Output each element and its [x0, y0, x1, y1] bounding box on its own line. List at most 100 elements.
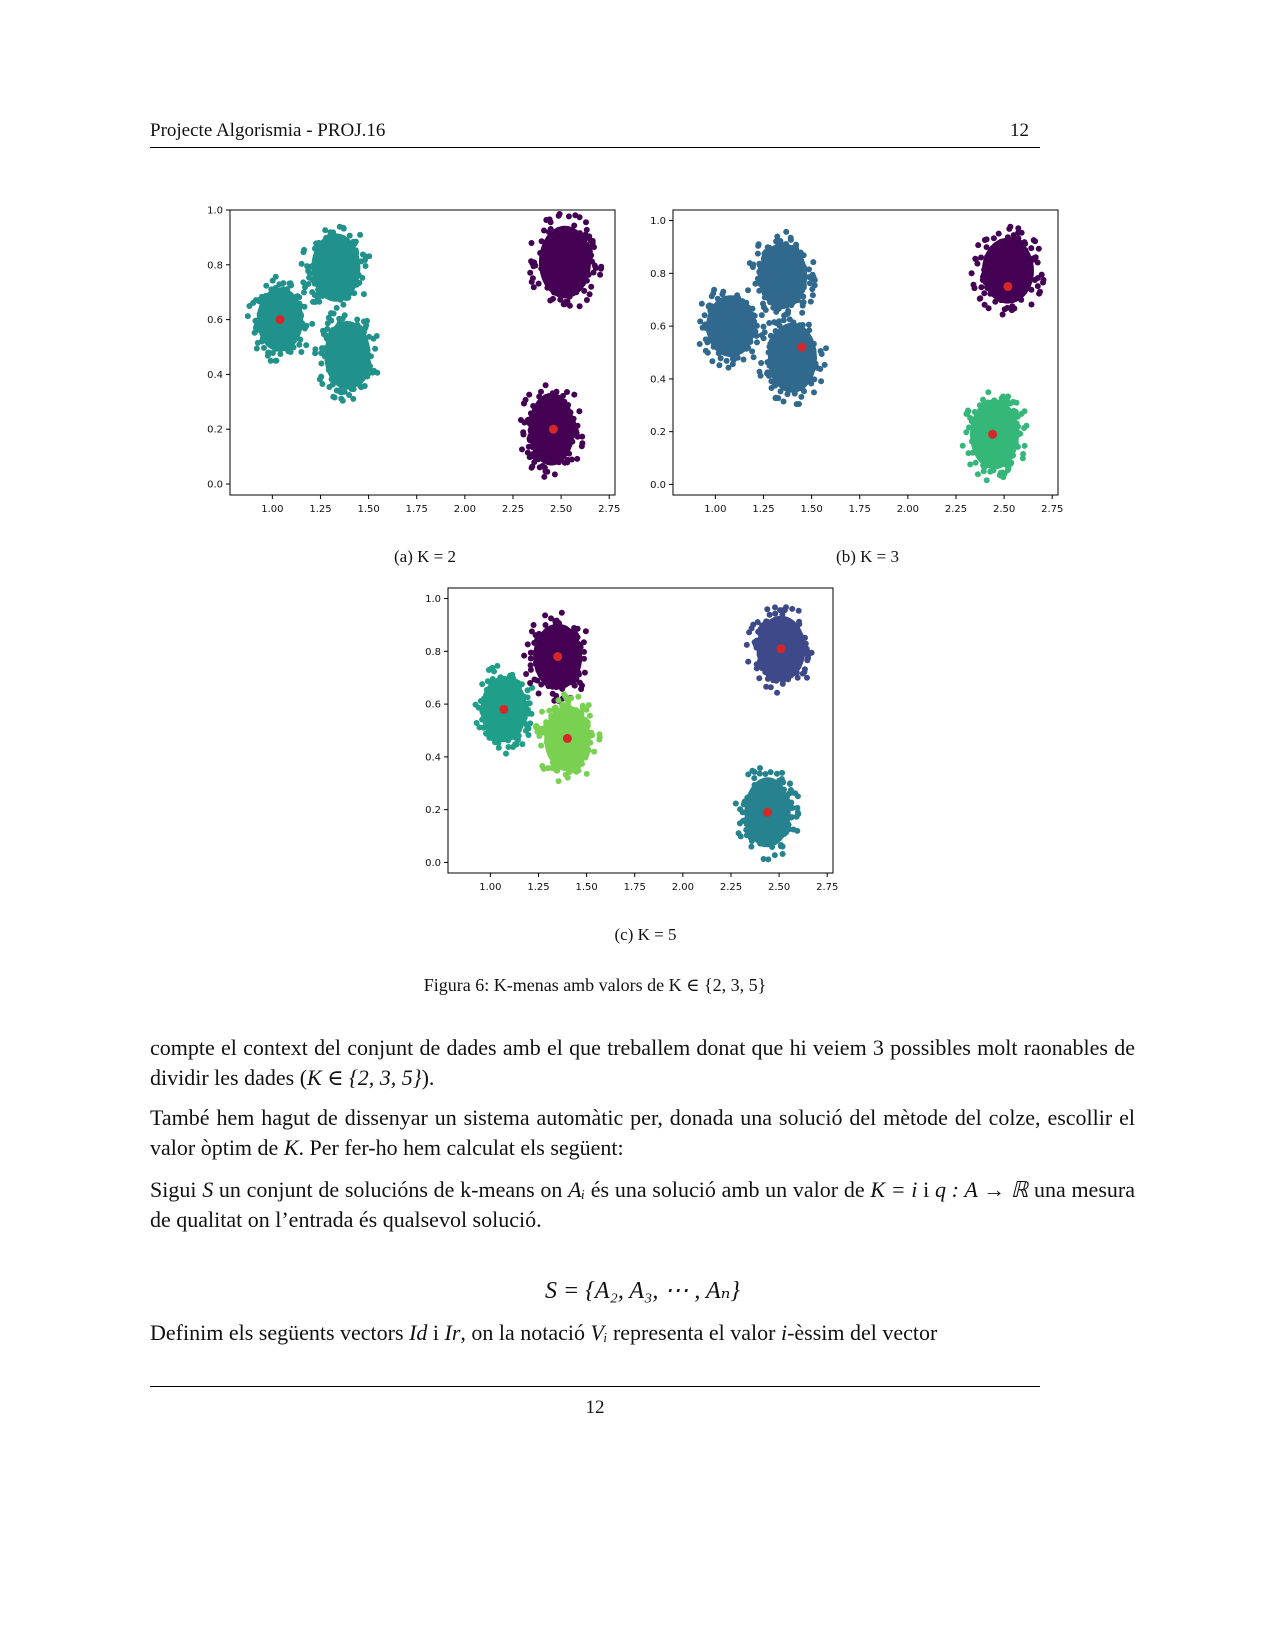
- data-point: [780, 317, 787, 324]
- data-point: [519, 446, 525, 453]
- data-point: [538, 388, 544, 395]
- data-point: [772, 395, 779, 402]
- data-point: [548, 615, 554, 622]
- data-point: [811, 389, 817, 396]
- data-point: [576, 408, 583, 415]
- data-point: [708, 293, 715, 300]
- data-point: [526, 700, 533, 707]
- data-point: [298, 260, 305, 267]
- data-point: [505, 744, 512, 750]
- data-point: [586, 712, 593, 719]
- data-point: [551, 471, 558, 478]
- data-point: [539, 463, 546, 469]
- data-point: [758, 312, 765, 319]
- cluster-1: [472, 662, 536, 757]
- data-point: [749, 264, 756, 270]
- data-point: [761, 329, 768, 336]
- data-point: [309, 320, 316, 327]
- x-tick-label: 1.50: [800, 504, 822, 515]
- x-tick-label: 1.00: [261, 504, 283, 515]
- data-point: [588, 237, 594, 244]
- data-point: [331, 394, 338, 401]
- data-point: [1028, 245, 1035, 252]
- data-point: [972, 459, 979, 466]
- data-point: [983, 477, 990, 484]
- data-point: [524, 641, 531, 648]
- data-point: [539, 763, 546, 769]
- data-point: [309, 289, 316, 296]
- data-point: [346, 232, 353, 239]
- data-point: [527, 662, 534, 669]
- data-point: [555, 212, 562, 219]
- data-point: [576, 303, 583, 310]
- data-point: [359, 251, 366, 258]
- cluster-5: [959, 389, 1030, 484]
- data-point: [810, 259, 817, 266]
- data-point: [985, 389, 992, 396]
- data-point: [265, 349, 272, 356]
- data-point: [793, 401, 800, 408]
- data-point: [521, 419, 528, 426]
- running-header-page-number: 12: [1010, 120, 1029, 141]
- data-point: [817, 348, 824, 354]
- data-point: [740, 356, 747, 363]
- data-point: [975, 242, 982, 249]
- centroid-marker-1: [275, 315, 285, 325]
- plot-frame: [672, 209, 1059, 496]
- data-point: [723, 357, 730, 364]
- data-point: [314, 296, 321, 303]
- data-point: [542, 612, 549, 619]
- data-point: [554, 767, 561, 774]
- data-point: [529, 684, 536, 691]
- data-point: [539, 708, 545, 715]
- data-point: [364, 317, 370, 324]
- header-rule: [150, 147, 1040, 148]
- data-point: [998, 395, 1005, 402]
- data-point: [823, 345, 829, 352]
- data-point: [503, 750, 509, 757]
- data-point: [277, 351, 284, 357]
- data-point: [354, 316, 361, 323]
- data-point: [542, 382, 549, 389]
- data-point: [1013, 399, 1020, 406]
- data-point: [361, 383, 368, 389]
- data-point: [316, 376, 323, 383]
- cluster-1: [696, 286, 768, 371]
- y-tick-label: 1.0: [207, 206, 223, 217]
- data-point: [976, 295, 983, 302]
- y-tick-label: 0.8: [650, 269, 666, 280]
- data-point: [524, 449, 531, 456]
- data-point: [750, 354, 757, 361]
- data-point: [702, 336, 709, 343]
- x-tick-label: 2.00: [897, 504, 919, 515]
- data-point: [288, 282, 295, 289]
- data-point: [597, 271, 604, 278]
- data-point: [319, 381, 326, 387]
- data-point: [711, 286, 718, 293]
- data-point: [575, 693, 582, 700]
- x-tick-label: 2.75: [1041, 504, 1063, 515]
- data-point: [1038, 271, 1045, 278]
- data-point: [1021, 408, 1028, 415]
- data-point: [754, 250, 761, 257]
- data-point: [799, 302, 806, 309]
- data-point: [995, 230, 1002, 237]
- data-point: [583, 219, 589, 226]
- data-point: [537, 730, 544, 737]
- running-header-title: Projecte Algorismia - PROJ.16: [150, 120, 386, 141]
- data-point: [717, 355, 724, 362]
- data-point: [978, 254, 985, 261]
- data-point: [579, 440, 586, 447]
- data-point: [698, 300, 705, 307]
- y-tick-label: 1.0: [650, 216, 666, 227]
- cluster-core: [767, 322, 817, 393]
- data-point: [322, 227, 329, 234]
- data-point: [963, 429, 970, 436]
- data-point: [591, 748, 598, 755]
- cluster-2: [521, 609, 589, 704]
- data-point: [340, 301, 347, 308]
- data-point: [749, 348, 756, 355]
- data-point: [369, 369, 376, 376]
- cluster-3: [756, 308, 829, 408]
- data-point: [366, 253, 373, 260]
